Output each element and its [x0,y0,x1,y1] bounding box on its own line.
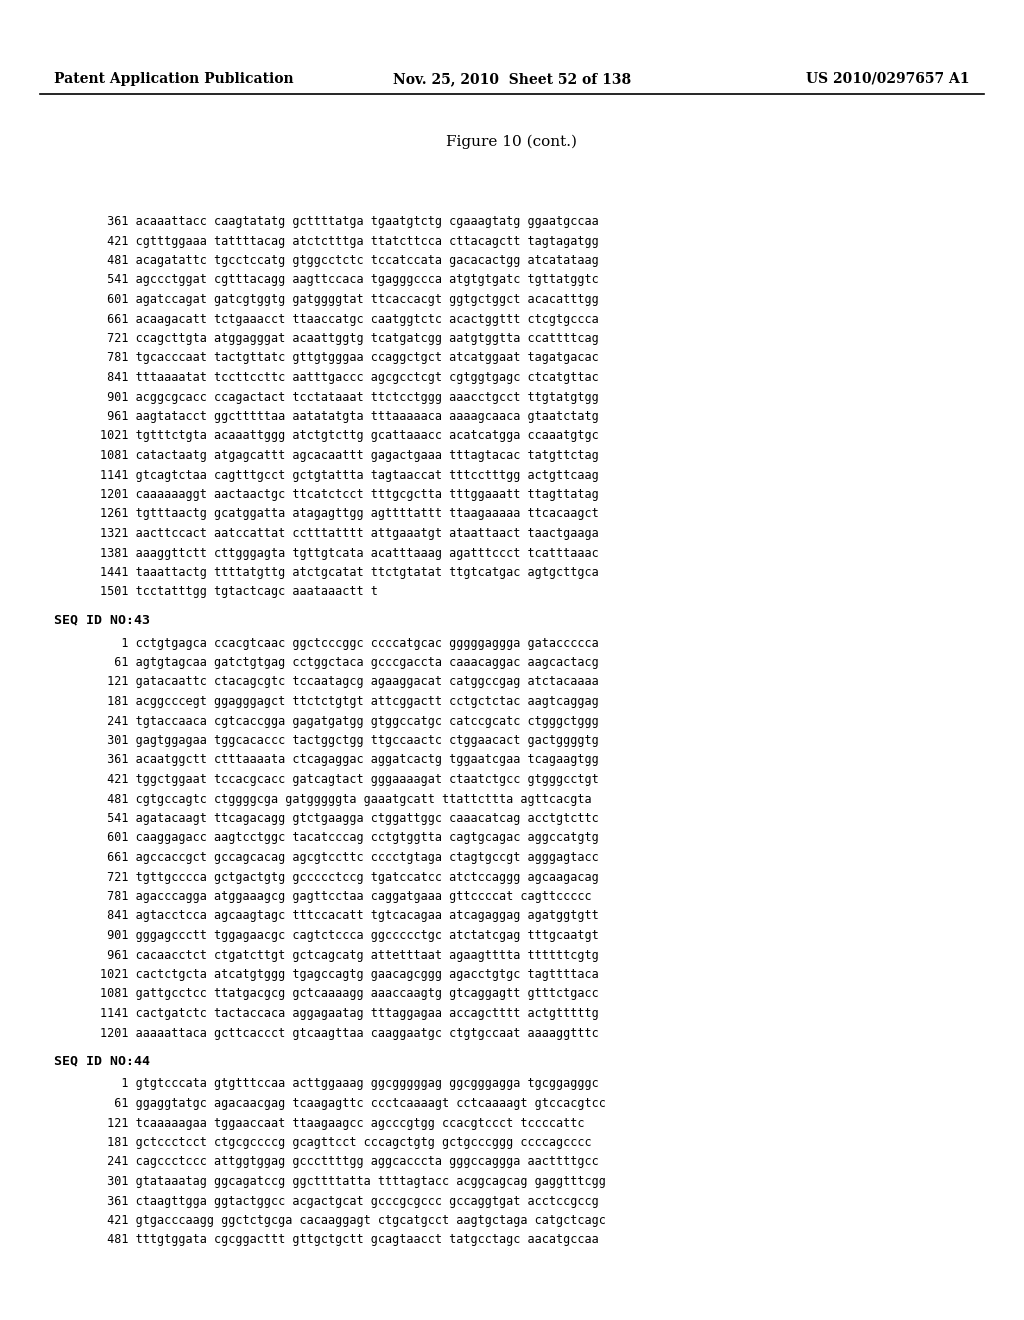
Text: 901 acggcgcacc ccagactact tcctataaat ttctcctggg aaacctgcct ttgtatgtgg: 901 acggcgcacc ccagactact tcctataaat ttc… [100,391,599,404]
Text: 481 acagatattc tgcctccatg gtggcctctc tccatccata gacacactgg atcatataag: 481 acagatattc tgcctccatg gtggcctctc tcc… [100,253,599,267]
Text: 121 gatacaattc ctacagcgtc tccaatagcg agaaggacat catggccgag atctacaaaa: 121 gatacaattc ctacagcgtc tccaatagcg aga… [100,676,599,689]
Text: 841 agtacctcca agcaagtagc tttccacatt tgtcacagaa atcagaggag agatggtgtt: 841 agtacctcca agcaagtagc tttccacatt tgt… [100,909,599,923]
Text: SEQ ID NO:43: SEQ ID NO:43 [54,612,150,626]
Text: 361 acaaattacc caagtatatg gcttttatga tgaatgtctg cgaaagtatg ggaatgccaa: 361 acaaattacc caagtatatg gcttttatga tga… [100,215,599,228]
Text: 421 gtgacccaagg ggctctgcga cacaaggagt ctgcatgcct aagtgctaga catgctcagc: 421 gtgacccaagg ggctctgcga cacaaggagt ct… [100,1214,606,1228]
Text: 181 gctccctcct ctgcgccccg gcagttcct cccagctgtg gctgcccggg ccccagcccc: 181 gctccctcct ctgcgccccg gcagttcct ccca… [100,1137,592,1148]
Text: 721 ccagcttgta atggagggat acaattggtg tcatgatcgg aatgtggtta ccattttcag: 721 ccagcttgta atggagggat acaattggtg tca… [100,333,599,345]
Text: 61 ggaggtatgc agacaacgag tcaagagttc ccctcaaaagt cctcaaaagt gtccacgtcc: 61 ggaggtatgc agacaacgag tcaagagttc ccct… [100,1097,606,1110]
Text: 1141 gtcagtctaa cagtttgcct gctgtattta tagtaaccat tttcctttgg actgttcaag: 1141 gtcagtctaa cagtttgcct gctgtattta ta… [100,469,599,482]
Text: 481 tttgtggata cgcggacttt gttgctgctt gcagtaacct tatgcctagc aacatgccaa: 481 tttgtggata cgcggacttt gttgctgctt gca… [100,1233,599,1246]
Text: 301 gagtggagaa tggcacaccc tactggctgg ttgccaactc ctggaacact gactggggtg: 301 gagtggagaa tggcacaccc tactggctgg ttg… [100,734,599,747]
Text: 721 tgttgcccca gctgactgtg gccccctccg tgatccatcc atctccaggg agcaagacag: 721 tgttgcccca gctgactgtg gccccctccg tga… [100,870,599,883]
Text: Figure 10 (cont.): Figure 10 (cont.) [446,135,578,149]
Text: 181 acggcccegt ggagggagct ttctctgtgt attcggactt cctgctctac aagtcaggag: 181 acggcccegt ggagggagct ttctctgtgt att… [100,696,599,708]
Text: 241 cagccctccc attggtggag gcccttttgg aggcacccta gggccaggga aacttttgcc: 241 cagccctccc attggtggag gcccttttgg agg… [100,1155,599,1168]
Text: 901 gggagccctt tggagaacgc cagtctccca ggccccctgc atctatcgag tttgcaatgt: 901 gggagccctt tggagaacgc cagtctccca ggc… [100,929,599,942]
Text: 1 cctgtgagca ccacgtcaac ggctcccggc ccccatgcac gggggaggga gataccccca: 1 cctgtgagca ccacgtcaac ggctcccggc cccca… [100,636,599,649]
Text: 121 tcaaaaagaa tggaaccaat ttaagaagcc agcccgtgg ccacgtccct tccccattc: 121 tcaaaaagaa tggaaccaat ttaagaagcc agc… [100,1117,585,1130]
Text: Nov. 25, 2010  Sheet 52 of 138: Nov. 25, 2010 Sheet 52 of 138 [393,73,631,86]
Text: 961 aagtatacct ggctttttaa aatatatgta tttaaaaaca aaaagcaaca gtaatctatg: 961 aagtatacct ggctttttaa aatatatgta ttt… [100,411,599,422]
Text: 481 cgtgccagtc ctggggcga gatgggggta gaaatgcatt ttattcttta agttcacgta: 481 cgtgccagtc ctggggcga gatgggggta gaaa… [100,792,592,805]
Text: 1261 tgtttaactg gcatggatta atagagttgg agttttattt ttaagaaaaa ttcacaagct: 1261 tgtttaactg gcatggatta atagagttgg ag… [100,507,599,520]
Text: 1081 catactaatg atgagcattt agcacaattt gagactgaaa tttagtacac tatgttctag: 1081 catactaatg atgagcattt agcacaattt ga… [100,449,599,462]
Text: 541 agccctggat cgtttacagg aagttccaca tgagggccca atgtgtgatc tgttatggtc: 541 agccctggat cgtttacagg aagttccaca tga… [100,273,599,286]
Text: 1201 aaaaattaca gcttcaccct gtcaagttaa caaggaatgc ctgtgccaat aaaaggtttc: 1201 aaaaattaca gcttcaccct gtcaagttaa ca… [100,1027,599,1040]
Text: 601 caaggagacc aagtcctggc tacatcccag cctgtggtta cagtgcagac aggccatgtg: 601 caaggagacc aagtcctggc tacatcccag cct… [100,832,599,845]
Text: 241 tgtaccaaca cgtcaccgga gagatgatgg gtggccatgc catccgcatc ctgggctggg: 241 tgtaccaaca cgtcaccgga gagatgatgg gtg… [100,714,599,727]
Text: 1441 taaattactg ttttatgttg atctgcatat ttctgtatat ttgtcatgac agtgcttgca: 1441 taaattactg ttttatgttg atctgcatat tt… [100,566,599,579]
Text: 1021 tgtttctgta acaaattggg atctgtcttg gcattaaacc acatcatgga ccaaatgtgc: 1021 tgtttctgta acaaattggg atctgtcttg gc… [100,429,599,442]
Text: 61 agtgtagcaa gatctgtgag cctggctaca gcccgaccta caaacaggac aagcactacg: 61 agtgtagcaa gatctgtgag cctggctaca gccc… [100,656,599,669]
Text: Patent Application Publication: Patent Application Publication [54,73,294,86]
Text: 1081 gattgcctcc ttatgacgcg gctcaaaagg aaaccaagtg gtcaggagtt gtttctgacc: 1081 gattgcctcc ttatgacgcg gctcaaaagg aa… [100,987,599,1001]
Text: 361 ctaagttgga ggtactggcc acgactgcat gcccgcgccc gccaggtgat acctccgccg: 361 ctaagttgga ggtactggcc acgactgcat gcc… [100,1195,599,1208]
Text: 1321 aacttccact aatccattat cctttatttt attgaaatgt ataattaact taactgaaga: 1321 aacttccact aatccattat cctttatttt at… [100,527,599,540]
Text: 1021 cactctgcta atcatgtggg tgagccagtg gaacagcggg agacctgtgc tagttttaca: 1021 cactctgcta atcatgtggg tgagccagtg ga… [100,968,599,981]
Text: 361 acaatggctt ctttaaaata ctcagaggac aggatcactg tggaatcgaa tcagaagtgg: 361 acaatggctt ctttaaaata ctcagaggac agg… [100,754,599,767]
Text: 781 tgcacccaat tactgttatc gttgtgggaa ccaggctgct atcatggaat tagatgacac: 781 tgcacccaat tactgttatc gttgtgggaa cca… [100,351,599,364]
Text: 541 agatacaagt ttcagacagg gtctgaagga ctggattggc caaacatcag acctgtcttc: 541 agatacaagt ttcagacagg gtctgaagga ctg… [100,812,599,825]
Text: 421 tggctggaat tccacgcacc gatcagtact gggaaaagat ctaatctgcc gtgggcctgt: 421 tggctggaat tccacgcacc gatcagtact ggg… [100,774,599,785]
Text: 1501 tcctatttgg tgtactcagc aaataaactt t: 1501 tcctatttgg tgtactcagc aaataaactt t [100,586,378,598]
Text: 601 agatccagat gatcgtggtg gatggggtat ttcaccacgt ggtgctggct acacatttgg: 601 agatccagat gatcgtggtg gatggggtat ttc… [100,293,599,306]
Text: 301 gtataaatag ggcagatccg ggcttttatta ttttagtacc acggcagcag gaggtttcgg: 301 gtataaatag ggcagatccg ggcttttatta tt… [100,1175,606,1188]
Text: SEQ ID NO:44: SEQ ID NO:44 [54,1053,150,1067]
Text: US 2010/0297657 A1: US 2010/0297657 A1 [807,73,970,86]
Text: 961 cacaacctct ctgatcttgt gctcagcatg attetttaat agaagtttta ttttttcgtg: 961 cacaacctct ctgatcttgt gctcagcatg att… [100,949,599,961]
Text: 1381 aaaggttctt cttgggagta tgttgtcata acatttaaag agatttccct tcatttaaac: 1381 aaaggttctt cttgggagta tgttgtcata ac… [100,546,599,560]
Text: 661 agccaccgct gccagcacag agcgtccttc cccctgtaga ctagtgccgt agggagtacc: 661 agccaccgct gccagcacag agcgtccttc ccc… [100,851,599,865]
Text: 1141 cactgatctc tactaccaca aggagaatag tttaggagaa accagctttt actgtttttg: 1141 cactgatctc tactaccaca aggagaatag tt… [100,1007,599,1020]
Text: 421 cgtttggaaa tattttacag atctctttga ttatcttcca cttacagctt tagtagatgg: 421 cgtttggaaa tattttacag atctctttga tta… [100,235,599,248]
Text: 1 gtgtcccata gtgtttccaa acttggaaag ggcgggggag ggcgggagga tgcggagggc: 1 gtgtcccata gtgtttccaa acttggaaag ggcgg… [100,1077,599,1090]
Text: 841 tttaaaatat tccttccttc aatttgaccc agcgcctcgt cgtggtgagc ctcatgttac: 841 tttaaaatat tccttccttc aatttgaccc agc… [100,371,599,384]
Text: 781 agacccagga atggaaagcg gagttcctaa caggatgaaa gttccccat cagttccccc: 781 agacccagga atggaaagcg gagttcctaa cag… [100,890,592,903]
Text: 661 acaagacatt tctgaaacct ttaaccatgc caatggtctc acactggttt ctcgtgccca: 661 acaagacatt tctgaaacct ttaaccatgc caa… [100,313,599,326]
Text: 1201 caaaaaaggt aactaactgc ttcatctcct tttgcgctta tttggaaatt ttagttatag: 1201 caaaaaaggt aactaactgc ttcatctcct tt… [100,488,599,502]
